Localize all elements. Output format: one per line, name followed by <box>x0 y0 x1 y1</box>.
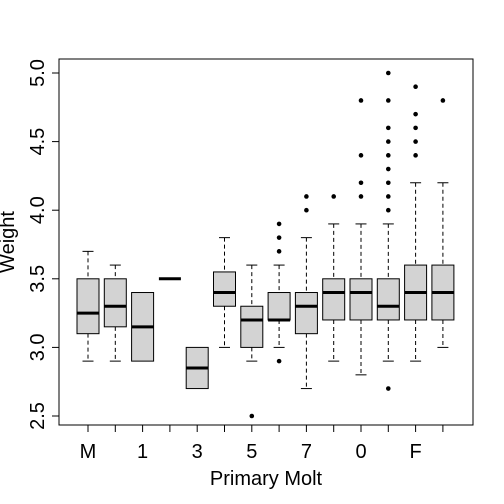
outlier-point <box>277 359 282 364</box>
x-tick-label: F <box>409 441 421 463</box>
outlier-point <box>386 126 391 131</box>
x-tick-label: 5 <box>246 441 257 463</box>
box-iqr <box>295 293 317 334</box>
box-group <box>323 194 345 361</box>
box-group <box>268 222 290 364</box>
box-group <box>77 251 99 361</box>
y-tick-label: 2.5 <box>27 402 49 430</box>
x-tick-label: 1 <box>137 441 148 463</box>
box-group <box>214 238 236 348</box>
outlier-point <box>386 386 391 391</box>
box-iqr <box>104 279 126 327</box>
box-group <box>377 71 399 391</box>
x-tick-label: 3 <box>192 441 203 463</box>
outlier-point <box>250 414 255 419</box>
outlier-point <box>441 98 446 103</box>
box-group <box>241 265 263 418</box>
outlier-point <box>386 98 391 103</box>
outlier-point <box>277 235 282 240</box>
y-axis: 2.5 3.0 3.5 4.0 4.5 5.0 <box>27 59 59 430</box>
boxes-layer <box>77 71 454 419</box>
outlier-point <box>359 180 364 185</box>
y-tick-label: 5.0 <box>27 59 49 87</box>
box-group <box>350 98 372 375</box>
x-axis: M 1 3 5 7 0 F <box>80 425 443 463</box>
y-tick-label: 3.5 <box>27 265 49 293</box>
box-iqr <box>214 272 236 306</box>
plot-frame <box>59 59 473 425</box>
box-group <box>432 98 454 347</box>
box-iqr <box>268 293 290 320</box>
box-iqr <box>77 279 99 334</box>
outlier-point <box>331 194 336 199</box>
box-iqr <box>377 279 399 320</box>
x-tick-label: M <box>80 441 97 463</box>
box-iqr <box>241 306 263 347</box>
outlier-point <box>386 194 391 199</box>
box-group <box>132 293 154 362</box>
outlier-point <box>386 208 391 213</box>
box-iqr <box>350 279 372 320</box>
outlier-point <box>413 139 418 144</box>
y-tick-label: 4.5 <box>27 128 49 156</box>
box-iqr <box>323 279 345 320</box>
outlier-point <box>386 167 391 172</box>
box-group <box>186 347 208 388</box>
x-axis-label: Primary Molt <box>210 468 323 490</box>
outlier-point <box>304 208 309 213</box>
y-tick-label: 4.0 <box>27 196 49 224</box>
box-group <box>405 84 427 361</box>
outlier-point <box>413 126 418 131</box>
outlier-point <box>413 112 418 117</box>
x-tick-label: 7 <box>301 441 312 463</box>
y-axis-label: Weight <box>0 211 19 273</box>
box-group <box>295 194 317 388</box>
outlier-point <box>386 139 391 144</box>
outlier-point <box>413 84 418 89</box>
box-group <box>104 265 126 361</box>
outlier-point <box>359 98 364 103</box>
y-tick-label: 3.0 <box>27 333 49 361</box>
outlier-point <box>277 222 282 227</box>
outlier-point <box>359 194 364 199</box>
outlier-point <box>386 153 391 158</box>
outlier-point <box>277 249 282 254</box>
outlier-point <box>304 194 309 199</box>
outlier-point <box>386 71 391 76</box>
outlier-point <box>386 180 391 185</box>
outlier-point <box>359 153 364 158</box>
x-tick-label: 0 <box>355 441 366 463</box>
outlier-point <box>413 153 418 158</box>
